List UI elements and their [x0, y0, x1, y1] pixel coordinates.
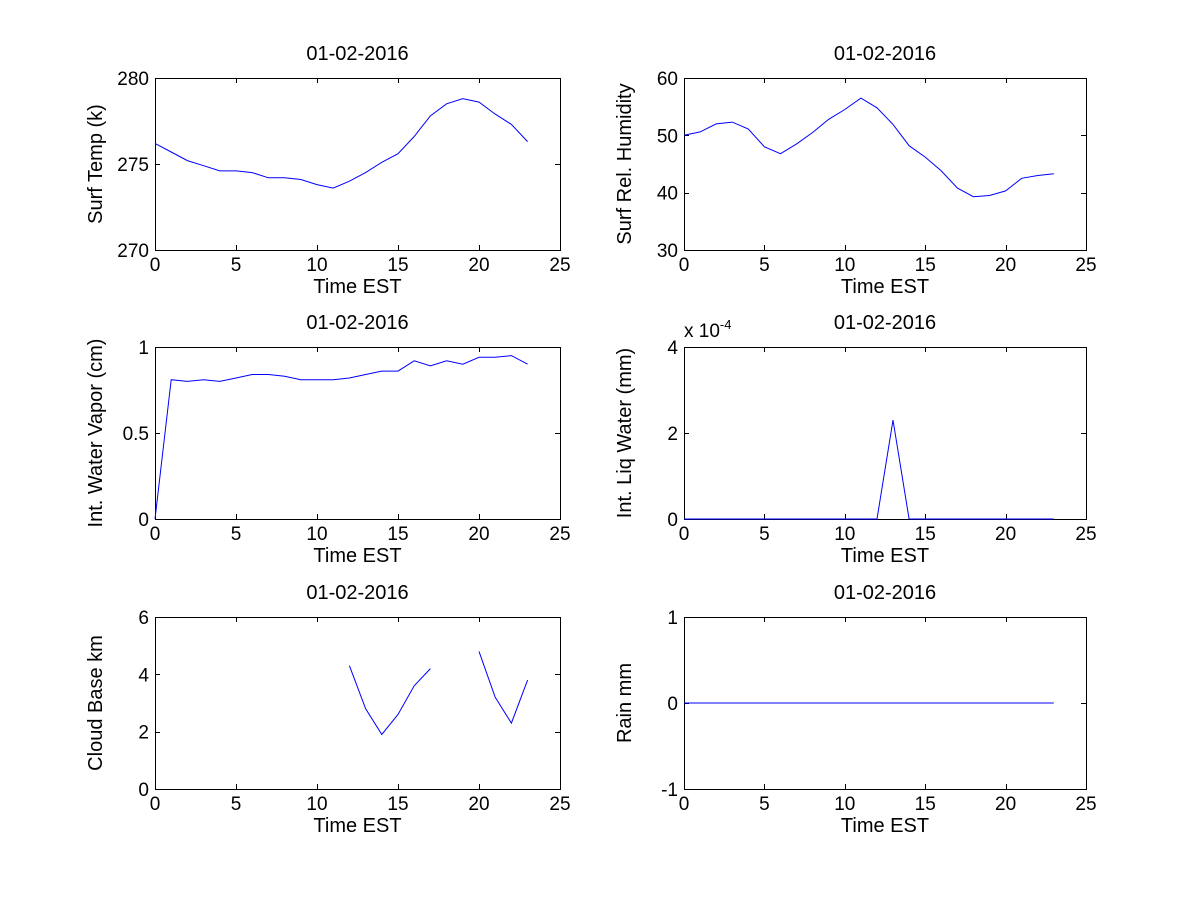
- x-tick-label: 5: [231, 524, 242, 545]
- x-tick-label: 10: [306, 255, 327, 276]
- y-tick-label: 0: [667, 510, 678, 531]
- x-axis-label-6: Time EST: [841, 815, 929, 837]
- chart-title-2: 01-02-2016: [834, 43, 936, 65]
- x-tick-label: 20: [995, 255, 1016, 276]
- x-tick-label: 10: [834, 524, 855, 545]
- x-tick-label: 10: [306, 524, 327, 545]
- x-tick-label: 25: [549, 524, 570, 545]
- y-axis-label-1: Surf Temp (k): [85, 104, 107, 224]
- x-tick-label: 5: [759, 255, 770, 276]
- x-tick-label: 20: [995, 524, 1016, 545]
- x-tick-label: 15: [387, 255, 408, 276]
- x-tick-label: 15: [387, 524, 408, 545]
- x-tick-label: 0: [150, 524, 161, 545]
- x-axis-label-1: Time EST: [313, 276, 401, 298]
- y-tick-label: 4: [667, 338, 678, 359]
- chart-panel-3: 0 5 10 15 20 25 0 0.5 1 01-02-2016 Time EST Int. Wa…: [85, 312, 571, 567]
- x-tick-label: 0: [679, 794, 690, 815]
- exponent-base: x 10: [684, 321, 720, 342]
- y-tick-label: 270: [117, 241, 149, 262]
- x-tick-label: 25: [549, 255, 570, 276]
- y-tick-label: 4: [138, 665, 149, 686]
- y-axis-label-3: Int. Water Vapor (cm): [85, 339, 107, 528]
- y-tick-label: 0: [667, 694, 678, 715]
- series-line-3: [154, 355, 528, 520]
- y-axis-label-5: Cloud Base km: [85, 635, 107, 771]
- y-axis-label-4: Int. Liq Water (mm): [614, 348, 636, 518]
- y-tick-label: 50: [657, 126, 678, 147]
- x-tick-label: 20: [468, 794, 489, 815]
- chart-title-5: 01-02-2016: [306, 582, 408, 604]
- chart-panel-5: 0 5 10 15 20 25 0 2 4 6 01-02-2016 Time EST Cloud Ba…: [85, 582, 571, 837]
- y-tick-label: 2: [667, 424, 678, 445]
- chart-panel-4: 0 5 10 15 20 25 0 2 4 x 10-4 01-02-2016 Time EST Int…: [614, 312, 1097, 567]
- y-tick-label: 40: [657, 184, 678, 205]
- x-tick-label: 5: [231, 794, 242, 815]
- x-tick-label: 0: [679, 524, 690, 545]
- x-tick-label: 20: [995, 794, 1016, 815]
- y-tick-label: 275: [117, 155, 149, 176]
- y-tick-label: -1: [661, 780, 678, 801]
- x-tick-label: 25: [1075, 794, 1096, 815]
- y-tick-label: 60: [657, 69, 678, 90]
- x-tick-label: 0: [679, 255, 690, 276]
- x-tick-label: 10: [834, 255, 855, 276]
- x-tick-label: 25: [1075, 524, 1096, 545]
- series-line-5: [348, 651, 529, 736]
- chart-title-1: 01-02-2016: [306, 43, 408, 65]
- plot-area-2: [684, 78, 1087, 251]
- x-axis-label-5: Time EST: [313, 815, 401, 837]
- chart-panel-1: 0 5 10 15 20 25 270 275 280 01-02-2016 Time EST Sur…: [85, 43, 571, 298]
- x-tick-label: 20: [468, 255, 489, 276]
- series-line-1: [154, 98, 528, 189]
- x-axis-label-2: Time EST: [841, 276, 929, 298]
- x-tick-label: 15: [915, 524, 936, 545]
- y-axis-label-2: Surf Rel. Humidity: [614, 83, 636, 244]
- y-tick-label: 280: [117, 69, 149, 90]
- y-axis-exponent-label: x 10-4: [684, 317, 731, 342]
- y-tick-label: 6: [138, 608, 149, 629]
- y-tick-label: 0: [138, 780, 149, 801]
- x-tick-label: 10: [306, 794, 327, 815]
- y-tick-label: 0: [138, 510, 149, 531]
- y-tick-label: 1: [138, 338, 149, 359]
- chart-panel-2: 0 5 10 15 20 25 30 40 50 60 01-02-2016 Time EST Surf…: [614, 43, 1097, 298]
- x-tick-label: 0: [150, 794, 161, 815]
- x-tick-label: 15: [387, 794, 408, 815]
- chart-title-6: 01-02-2016: [834, 582, 936, 604]
- x-axis-label-3: Time EST: [313, 545, 401, 567]
- x-axis-label-4: Time EST: [841, 545, 929, 567]
- plot-area-3: [155, 347, 561, 520]
- plot-area-4: [684, 347, 1087, 520]
- chart-title-4: 01-02-2016: [834, 312, 936, 334]
- x-tick-label: 20: [468, 524, 489, 545]
- y-axis-label-6: Rain mm: [614, 663, 636, 743]
- plot-area-5: [155, 617, 561, 790]
- x-tick-label: 5: [759, 794, 770, 815]
- x-tick-label: 10: [834, 794, 855, 815]
- chart-title-3: 01-02-2016: [306, 312, 408, 334]
- exponent-power: -4: [720, 317, 732, 332]
- series-line-2: [683, 97, 1054, 198]
- series-line-4: [684, 420, 1054, 520]
- x-tick-label: 15: [915, 255, 936, 276]
- x-tick-label: 0: [150, 255, 161, 276]
- x-tick-label: 25: [1075, 255, 1096, 276]
- y-tick-label: 0.5: [123, 424, 149, 445]
- x-tick-label: 15: [915, 794, 936, 815]
- x-tick-label: 5: [759, 524, 770, 545]
- plot-area-1: [155, 78, 561, 251]
- y-tick-label: 1: [667, 608, 678, 629]
- y-tick-label: 2: [138, 723, 149, 744]
- x-tick-label: 5: [231, 255, 242, 276]
- y-tick-label: 30: [657, 241, 678, 262]
- x-tick-label: 25: [549, 794, 570, 815]
